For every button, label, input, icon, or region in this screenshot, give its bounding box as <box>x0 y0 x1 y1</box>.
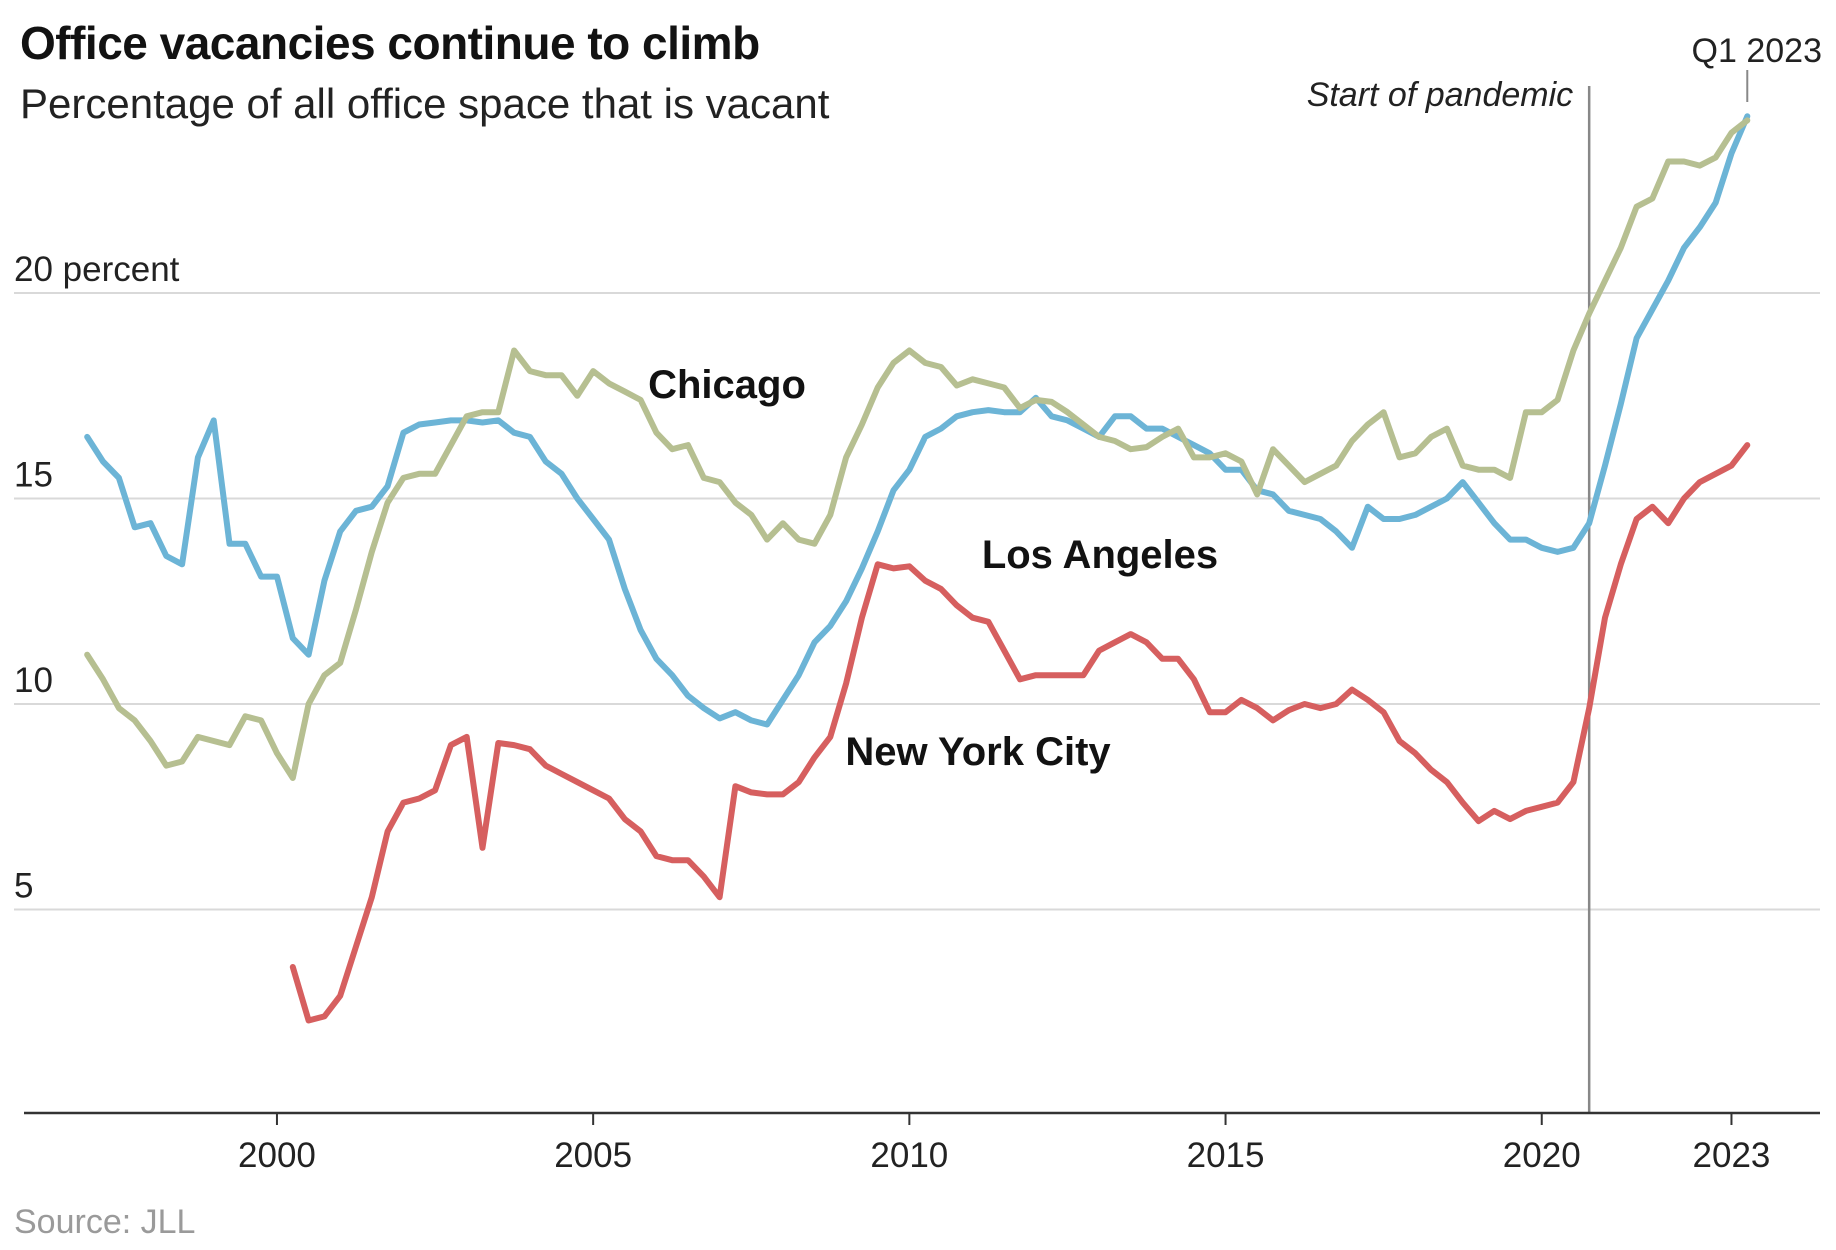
chart-title: Office vacancies continue to climb <box>20 17 760 69</box>
latest-label: Q1 2023 <box>1692 32 1822 70</box>
gridlines <box>14 292 1820 911</box>
x-tick-label: 2000 <box>238 1136 316 1175</box>
y-tick-label: 10 <box>14 661 53 700</box>
series-line-chicago <box>84 117 1751 781</box>
series-label-chicago: Chicago <box>648 363 806 407</box>
x-tick-label: 2010 <box>870 1136 948 1175</box>
series-lines <box>84 113 1751 1024</box>
x-axis: 2000 2005 2010 2015 2020 2023 <box>24 1111 1820 1175</box>
series-label-new-york-city: New York City <box>845 730 1111 774</box>
y-tick-label: 20 percent <box>14 250 180 289</box>
y-axis-ticks: 5 10 15 20 percent <box>14 250 180 906</box>
x-tick-label: 2020 <box>1503 1136 1581 1175</box>
y-tick-label: 5 <box>14 867 33 906</box>
pandemic-label: Start of pandemic <box>1307 76 1573 114</box>
series-line-los-angeles <box>84 113 1751 728</box>
x-tick-label: 2015 <box>1187 1136 1265 1175</box>
source-note: Source: JLL <box>14 1203 196 1241</box>
annotations: Start of pandemic Q1 2023 <box>1307 32 1822 1113</box>
series-line-new-york-city <box>289 442 1751 1024</box>
chart-subtitle: Percentage of all office space that is v… <box>20 80 830 127</box>
y-tick-label: 15 <box>14 456 53 495</box>
series-labels: Los Angeles Chicago New York City <box>648 363 1218 774</box>
x-tick-label: 2005 <box>554 1136 632 1175</box>
x-tick-label: 2023 <box>1693 1136 1771 1175</box>
series-label-los-angeles: Los Angeles <box>982 533 1218 577</box>
